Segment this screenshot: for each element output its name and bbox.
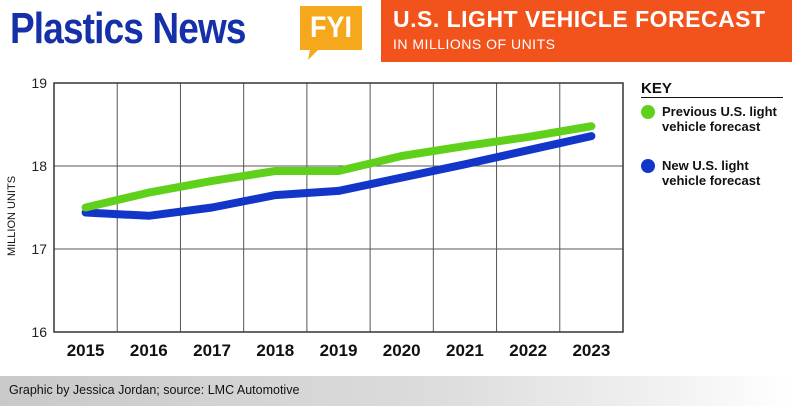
legend-divider — [641, 97, 783, 98]
legend-label-previous: Previous U.S. light vehicle forecast — [662, 104, 777, 134]
source-credit: Graphic by Jessica Jordan; source: LMC A… — [9, 383, 300, 397]
y-axis-label-wrap: MILLION UNITS — [4, 176, 20, 256]
x-tick-label: 2021 — [446, 341, 484, 360]
y-tick-label: 17 — [31, 241, 47, 257]
header: Plastics News FYI U.S. LIGHT VEHICLE FOR… — [0, 0, 792, 62]
speech-bubble-icon — [300, 6, 362, 60]
grid-lines — [53, 82, 624, 333]
x-tick-label: 2015 — [67, 341, 105, 360]
y-tick-label: 16 — [31, 324, 47, 340]
x-tick-label: 2016 — [130, 341, 168, 360]
x-tick-label: 2017 — [193, 341, 231, 360]
x-tick-label: 2018 — [256, 341, 294, 360]
series-line-new — [81, 132, 596, 220]
fyi-badge: FYI — [300, 6, 362, 60]
x-tick-label: 2023 — [572, 341, 610, 360]
y-tick-labels: 16 17 18 19 — [31, 75, 47, 340]
series-line-previous — [81, 122, 596, 212]
plot-frame — [53, 82, 624, 333]
chart-subtitle: IN MILLIONS OF UNITS — [393, 36, 556, 52]
x-tick-labels: 2015 2016 2017 2018 2019 2020 2021 2022 2023 — [67, 341, 611, 360]
fyi-badge-label: FYI — [309, 11, 352, 44]
y-tick-label: 18 — [31, 158, 47, 174]
chart-title: U.S. LIGHT VEHICLE FORECAST — [393, 6, 766, 32]
legend-title: KEY — [641, 80, 672, 97]
brand-logo: Plastics News — [10, 4, 246, 53]
footer: Graphic by Jessica Jordan; source: LMC A… — [0, 376, 792, 406]
x-tick-label: 2019 — [320, 341, 358, 360]
y-tick-label: 19 — [31, 75, 47, 91]
x-tick-label: 2022 — [509, 341, 547, 360]
title-banner: U.S. LIGHT VEHICLE FORECAST IN MILLIONS … — [381, 0, 792, 62]
legend-swatch-new — [641, 159, 655, 173]
line-chart: 16 17 18 19 2015 2016 2017 2018 2019 2020 2021 202… — [31, 75, 624, 360]
legend-label-new: New U.S. light vehicle forecast — [662, 158, 761, 188]
legend-swatch-previous — [641, 105, 655, 119]
series-lines — [81, 122, 596, 220]
y-axis-label: MILLION UNITS — [6, 175, 18, 257]
x-tick-label: 2020 — [383, 341, 421, 360]
